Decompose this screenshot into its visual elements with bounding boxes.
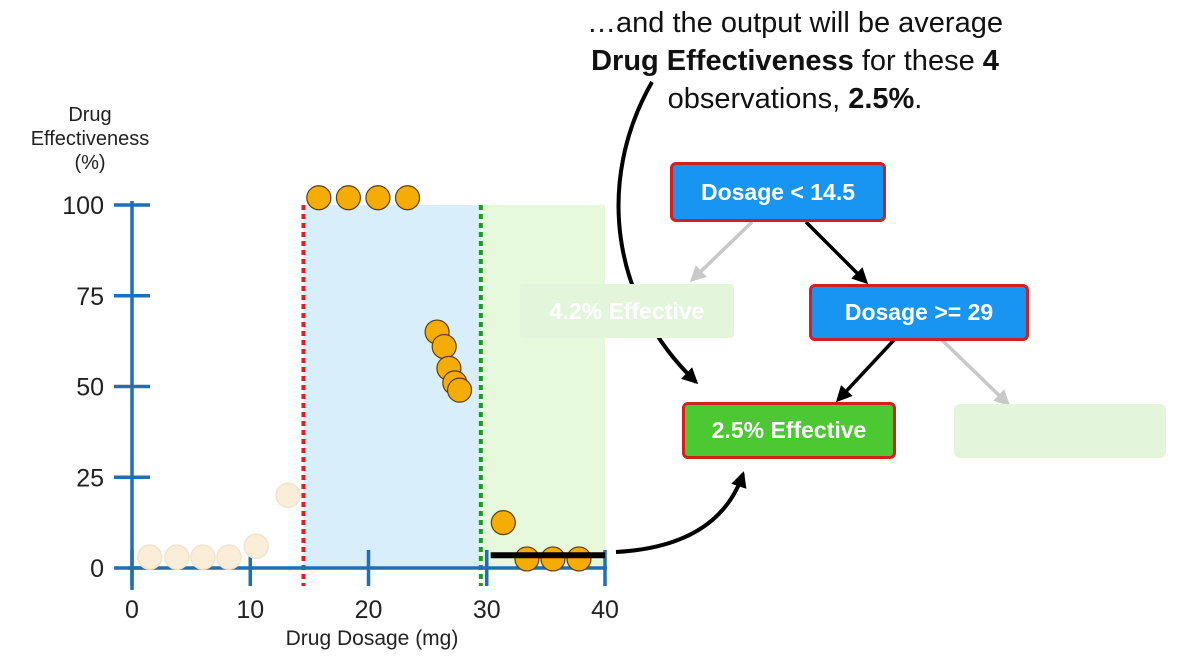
faded-points-layer — [136, 482, 301, 570]
data-point — [431, 333, 457, 360]
y-axis-label-line: (%) — [74, 152, 105, 174]
data-point — [514, 546, 540, 572]
tree-right-node: Dosage >= 29 — [809, 284, 1029, 341]
x-tick-label: 20 — [355, 596, 383, 624]
tree-root-node: Dosage < 14.5 — [670, 162, 886, 222]
edge-right-node-to-right-leaf — [940, 338, 1011, 407]
x-tick-label: 40 — [591, 596, 619, 624]
edge-right-node-to-selected-leaf — [835, 338, 896, 403]
x-tick-label: 10 — [236, 596, 264, 624]
caption-post: . — [914, 83, 923, 115]
mean-to-leaf-arrow — [615, 471, 747, 554]
data-point — [566, 546, 592, 572]
faded-data-point — [164, 544, 190, 570]
caption-count: 4 — [982, 45, 999, 77]
x-tick-label: 0 — [125, 596, 139, 624]
tree-selected-leaf: 2.5% Effective — [682, 402, 896, 459]
x-tick-label: 30 — [473, 596, 501, 624]
caption-value: 2.5% — [848, 83, 915, 115]
data-point — [446, 377, 473, 403]
caption-bold-metric: Drug Effectiveness — [591, 45, 854, 77]
caption-line-2: Drug Effectiveness for these 4 — [560, 42, 1030, 80]
faded-data-point — [216, 544, 242, 570]
caption-to-leaf-arrow — [616, 81, 699, 385]
faded-data-point — [275, 482, 301, 509]
y-tick-label: 100 — [62, 192, 104, 220]
data-point — [306, 185, 332, 211]
tree-left-leaf-faded: 4.2% Effective — [520, 284, 734, 338]
faded-data-point — [190, 544, 216, 570]
points-layer — [306, 185, 592, 572]
data-point — [540, 546, 566, 572]
edge-root-to-right-node — [804, 220, 869, 285]
y-axis-label-line: Drug — [68, 104, 111, 126]
y-axis-label-line: Effectiveness — [31, 128, 150, 150]
faded-data-point — [136, 544, 163, 570]
arrow-layer — [615, 81, 1011, 554]
data-point — [490, 510, 516, 536]
data-point — [335, 185, 361, 211]
caption-mid: for these — [853, 45, 983, 77]
tree-right-leaf-faded — [954, 404, 1166, 458]
x-axis-label: Drug Dosage (mg) — [286, 627, 459, 650]
caption-line-3: observations, 2.5%. — [560, 80, 1030, 118]
y-tick-label: 75 — [76, 283, 104, 311]
data-point — [394, 185, 421, 211]
y-tick-label: 0 — [90, 555, 104, 583]
caption-line-1: …and the output will be average — [587, 7, 1003, 39]
caption-text: …and the output will be average Drug Eff… — [560, 4, 1030, 118]
caption-pre: observations, — [667, 83, 849, 115]
data-point — [365, 185, 391, 211]
shaded-region-1 — [480, 205, 605, 568]
y-tick-label: 50 — [76, 374, 104, 402]
faded-data-point — [243, 533, 269, 559]
y-tick-label: 25 — [76, 464, 104, 492]
threshold-layer — [301, 205, 483, 586]
edge-root-to-left-leaf — [689, 220, 754, 283]
